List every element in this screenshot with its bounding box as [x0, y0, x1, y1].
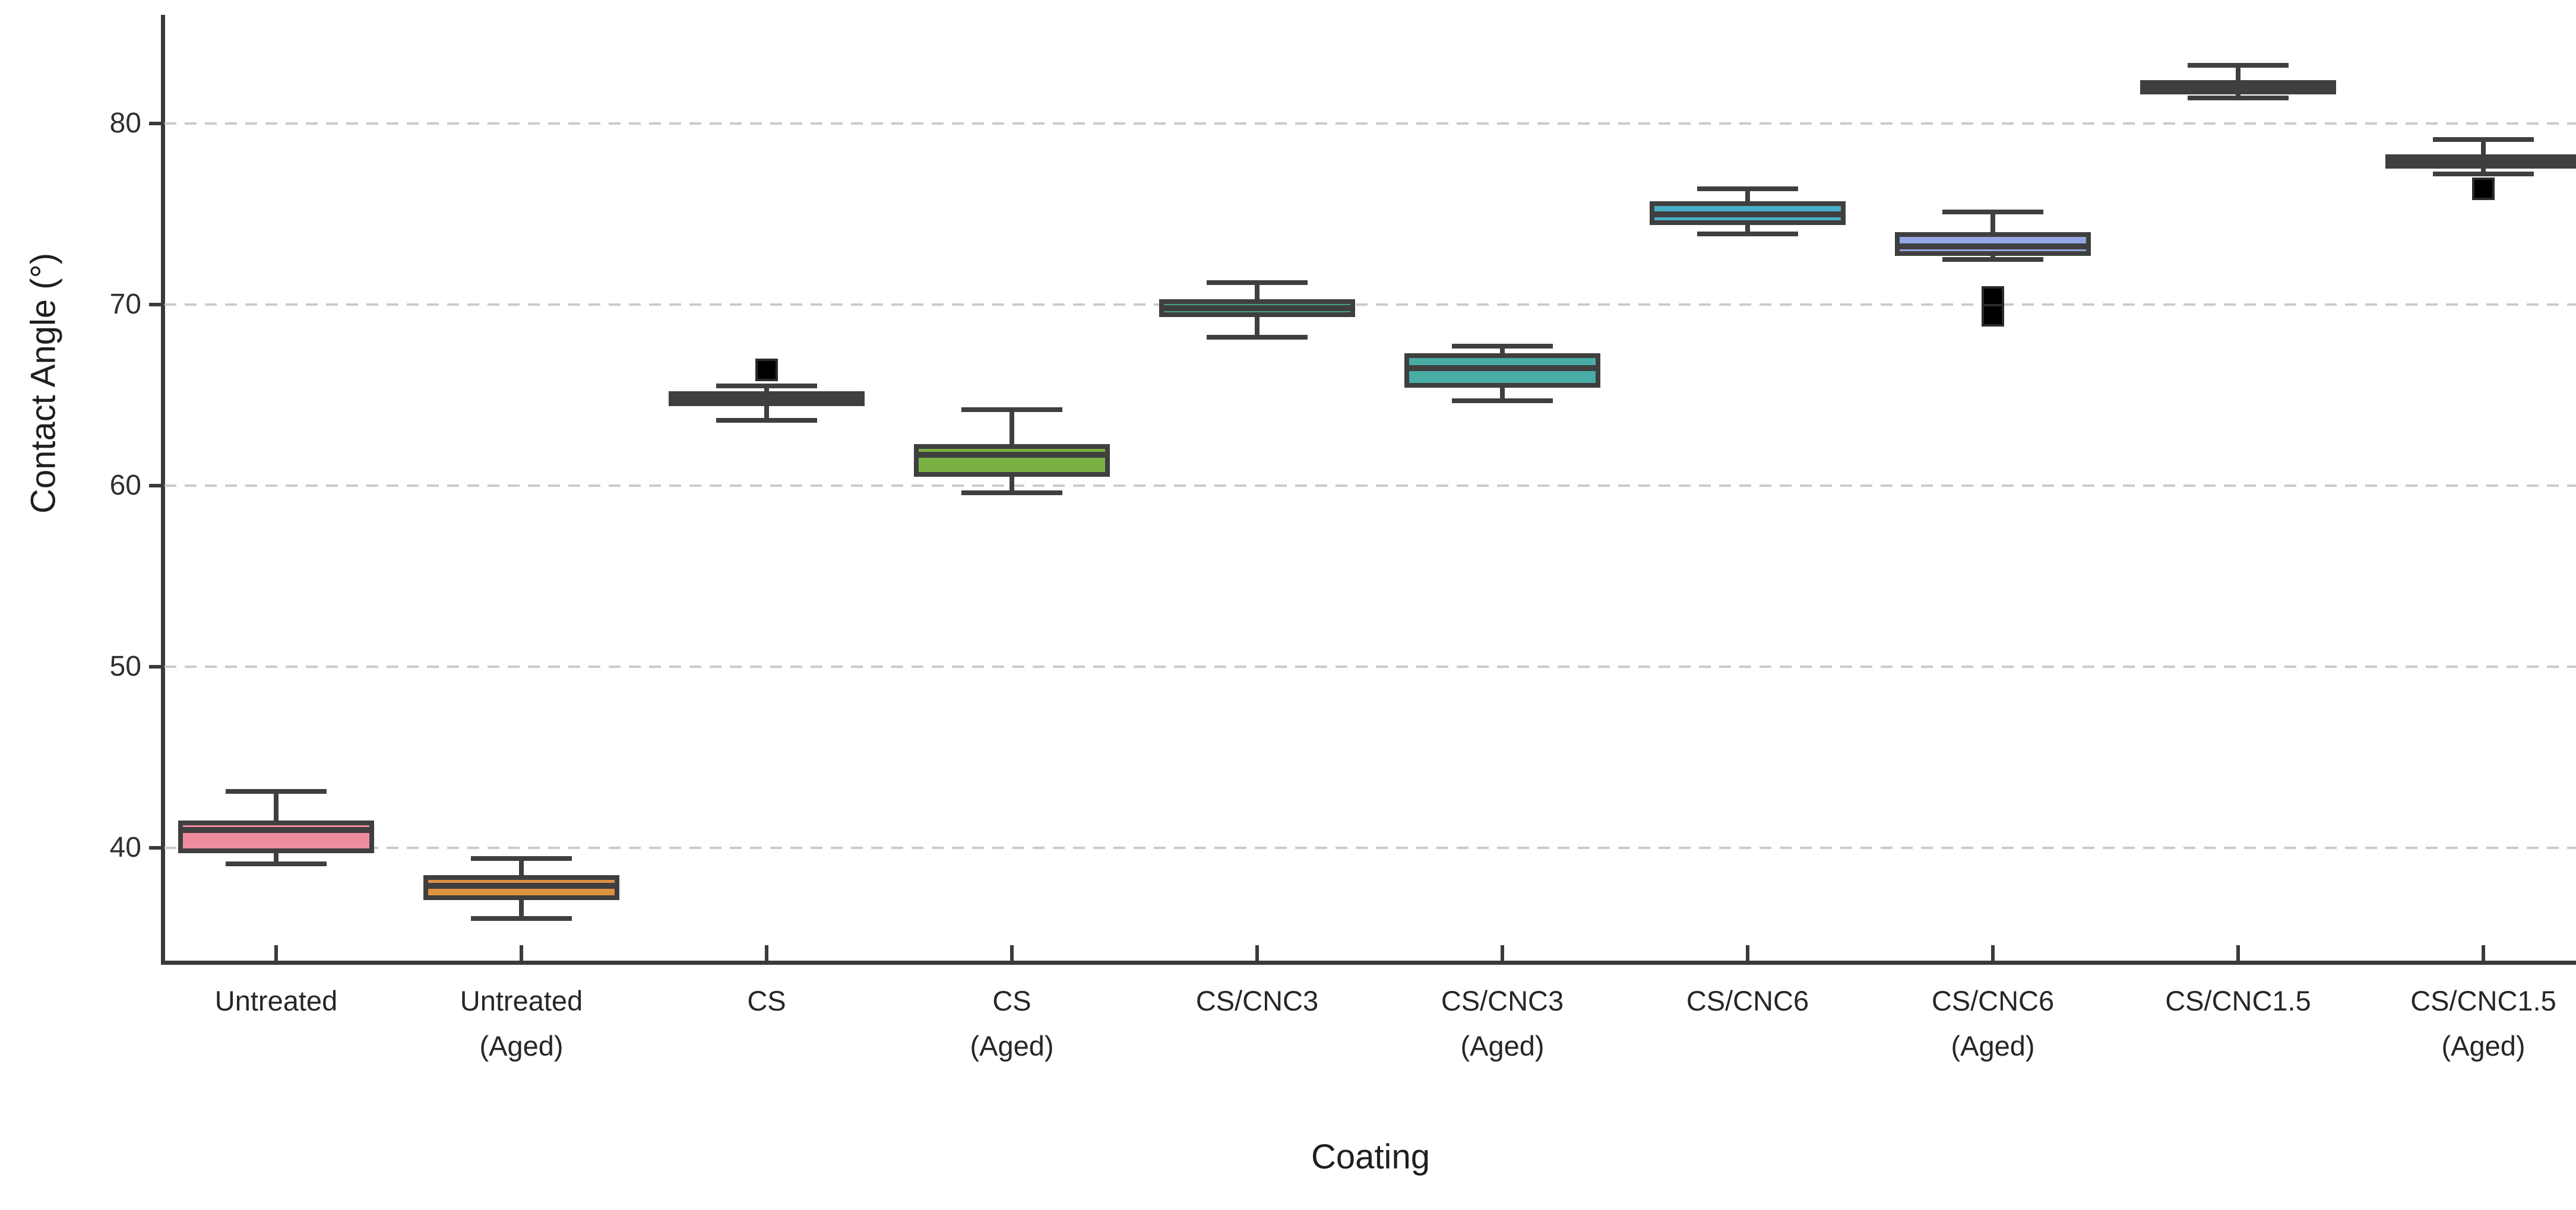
- box-cs-cnc1.5-upper-whisker: [2236, 65, 2240, 80]
- box-cs-cnc1.5-lower-cap: [2188, 96, 2289, 101]
- box-cs-aged-upper-cap: [961, 407, 1062, 412]
- box-cs-cnc6-upper-cap: [1697, 186, 1798, 191]
- box-cs-cnc1.5-aged-median: [2390, 159, 2576, 165]
- x-tick-cs-cnc6: [1746, 945, 1749, 961]
- box-cs-cnc1.5-aged-upper-cap: [2433, 137, 2534, 142]
- y-tick-label-80: 80: [109, 107, 141, 139]
- box-cs-upper-cap: [716, 384, 817, 389]
- box-cs-cnc6-upper-whisker: [1745, 188, 1750, 202]
- box-cs-median: [673, 395, 860, 402]
- box-cs-cnc1.5-upper-cap: [2188, 63, 2289, 68]
- x-category-label-cs-aged: CS (Aged): [970, 985, 1054, 1062]
- box-cs-lower-cap: [716, 418, 817, 423]
- x-category-label-untreated: Untreated: [214, 985, 338, 1016]
- gridline-80: [164, 122, 2576, 125]
- box-cs-lower-whisker: [764, 406, 769, 421]
- box-cs-cnc6-lower-cap: [1697, 232, 1798, 237]
- x-tick-untreated: [274, 945, 278, 961]
- x-tick-cs-cnc1.5: [2236, 945, 2240, 961]
- x-tick-cs-cnc6-aged: [1991, 945, 1995, 961]
- box-untreated-upper-cap: [226, 789, 327, 794]
- box-untreated-aged-upper-whisker: [519, 859, 524, 875]
- x-category-label-untreated-aged: Untreated (Aged): [460, 985, 583, 1062]
- box-untreated-aged-upper-cap: [471, 856, 572, 861]
- x-category-label-cs-cnc3: CS/CNC3: [1195, 985, 1319, 1016]
- y-tick-label-60: 60: [109, 470, 141, 501]
- x-axis-spine: [161, 961, 2576, 965]
- box-cs-cnc3-lower-whisker: [1255, 317, 1259, 337]
- gridline-40: [164, 847, 2576, 849]
- box-cs-cnc3-median: [1164, 305, 1350, 312]
- y-tick-label-40: 40: [109, 832, 141, 863]
- y-axis-title: Contact Angle (°): [24, 252, 63, 514]
- x-category-label-cs-cnc1.5-aged: CS/CNC1.5 (Aged): [2410, 985, 2556, 1062]
- box-cs-cnc3-upper-whisker: [1255, 283, 1259, 299]
- box-cs-cnc6-aged-upper-cap: [1942, 210, 2043, 215]
- box-cs-cnc6-median: [1654, 211, 1841, 217]
- gridline-60: [164, 484, 2576, 487]
- box-cs-cnc3-aged-lower-whisker: [1500, 388, 1505, 401]
- box-untreated-iqr: [178, 821, 374, 854]
- x-axis-title: Coating: [1311, 1138, 1430, 1176]
- box-untreated-lower-whisker: [274, 853, 279, 864]
- x-category-label-cs-cnc6: CS/CNC6: [1686, 985, 1809, 1016]
- box-cs-cnc1.5-median: [2145, 84, 2331, 90]
- box-cs-aged-median: [919, 452, 1105, 458]
- x-tick-cs-cnc1.5-aged: [2482, 945, 2485, 961]
- box-untreated-aged-lower-cap: [471, 916, 572, 921]
- y-tick-70: [149, 303, 164, 306]
- box-cs-cnc6-aged-median: [1900, 243, 2086, 250]
- box-untreated-aged-median: [428, 883, 615, 889]
- box-untreated-aged-lower-whisker: [519, 900, 524, 918]
- x-category-label-cs: CS: [747, 985, 786, 1016]
- box-cs-outlier-0: [755, 358, 778, 381]
- box-cs-cnc3-upper-cap: [1207, 280, 1308, 286]
- box-cs-cnc6-aged-lower-cap: [1942, 256, 2043, 262]
- gridline-50: [164, 666, 2576, 668]
- y-tick-label-70: 70: [109, 289, 141, 320]
- x-category-label-cs-cnc3-aged: CS/CNC3 (Aged): [1441, 985, 1564, 1062]
- y-tick-40: [149, 846, 164, 850]
- box-cs-aged-upper-whisker: [1009, 409, 1014, 444]
- box-cs-cnc1.5-aged-upper-whisker: [2481, 140, 2486, 154]
- box-cs-cnc3-aged-median: [1409, 365, 1596, 371]
- x-tick-cs-aged: [1010, 945, 1014, 961]
- box-cs-cnc6-aged-upper-whisker: [1990, 212, 1995, 232]
- x-tick-untreated-aged: [520, 945, 523, 961]
- box-cs-aged-lower-whisker: [1009, 476, 1014, 493]
- box-cs-cnc3-aged-upper-cap: [1452, 344, 1553, 349]
- box-cs-cnc6-lower-whisker: [1745, 224, 1750, 235]
- x-category-label-cs-cnc6-aged: CS/CNC6 (Aged): [1931, 985, 2055, 1062]
- y-tick-label-50: 50: [109, 651, 141, 682]
- box-cs-cnc1.5-aged-lower-cap: [2433, 172, 2534, 177]
- box-cs-aged-iqr: [914, 444, 1110, 477]
- box-cs-cnc1.5-aged-outlier-0: [2472, 177, 2495, 200]
- y-tick-80: [149, 122, 164, 125]
- box-cs-upper-whisker: [764, 386, 769, 392]
- gridline-70: [164, 303, 2576, 306]
- box-cs-cnc1.5-aged-lower-whisker: [2481, 169, 2486, 175]
- box-cs-cnc3-aged-lower-cap: [1452, 398, 1553, 403]
- x-tick-cs: [765, 945, 768, 961]
- box-cs-cnc3-lower-cap: [1207, 334, 1308, 340]
- x-tick-cs-cnc3-aged: [1501, 945, 1504, 961]
- y-tick-50: [149, 665, 164, 669]
- y-axis-spine: [161, 15, 165, 965]
- box-untreated-median: [183, 826, 369, 833]
- box-cs-aged-lower-cap: [961, 490, 1062, 496]
- y-tick-60: [149, 484, 164, 487]
- x-category-label-cs-cnc1.5: CS/CNC1.5: [2165, 985, 2311, 1016]
- box-untreated-lower-cap: [226, 861, 327, 867]
- box-cs-cnc6-aged-outlier-1: [1982, 304, 2004, 327]
- box-untreated-upper-whisker: [274, 791, 279, 821]
- box-cs-cnc3-aged-upper-whisker: [1500, 346, 1505, 354]
- x-tick-cs-cnc3: [1255, 945, 1259, 961]
